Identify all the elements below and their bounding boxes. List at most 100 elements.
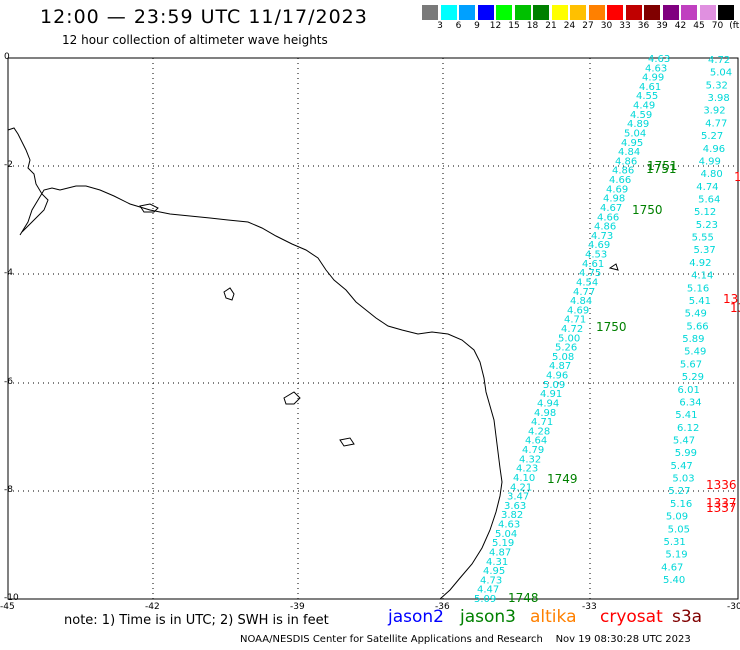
wave-height-label: 4.86 (594, 222, 616, 233)
wave-height-label: 3.47 (507, 492, 529, 503)
wave-height-label: 4.63 (645, 63, 667, 74)
wave-height-label: 4.31 (486, 557, 508, 568)
colorbar-swatch (422, 5, 438, 20)
x-tick-label: -30 (727, 602, 740, 612)
wave-height-label: 5.09 (543, 380, 565, 391)
wave-height-label: 5.66 (686, 321, 708, 332)
y-tick-label: 0 (4, 52, 10, 62)
wave-height-label: 5.49 (685, 309, 707, 320)
wave-height-label: 4.77 (573, 287, 595, 298)
y-tick-label: -2 (4, 160, 13, 170)
wave-height-label: 4.98 (534, 408, 556, 419)
wave-height-label: 4.69 (588, 240, 610, 251)
colorbar-label: 70 (711, 21, 724, 31)
map-subtitle: 12 hour collection of altimeter wave hei… (62, 33, 328, 47)
wave-height-label: 4.87 (549, 361, 571, 372)
wave-height-label: 4.84 (570, 296, 592, 307)
pass-number-label: 13 (730, 301, 740, 315)
wave-height-label: 5.47 (671, 461, 693, 472)
colorbar-label: 3 (437, 21, 443, 31)
wave-height-label: 4.99 (642, 73, 664, 84)
x-tick-label: -39 (290, 602, 305, 612)
wave-height-label: 5.05 (668, 524, 690, 535)
colorbar-label: 12 (489, 21, 502, 31)
pass-number-label: 1750 (596, 320, 627, 334)
wave-height-label: 3.98 (707, 93, 729, 104)
map-title: 12:00 — 23:59 UTC 11/17/2023 (40, 6, 368, 28)
wave-height-label: 6.12 (677, 423, 699, 434)
x-tick-label: -45 (0, 602, 15, 612)
wave-height-label: 4.84 (618, 147, 640, 158)
colorbar-swatch (681, 5, 697, 20)
wave-height-label: 5.00 (558, 333, 580, 344)
wave-height-label: 4.87 (489, 547, 511, 558)
colorbar-label: 30 (600, 21, 613, 31)
wave-height-label: 5.09 (474, 594, 496, 605)
colorbar-swatch (625, 5, 642, 20)
colorbar-swatch (699, 5, 716, 20)
wave-height-label: 4.28 (528, 426, 550, 437)
wave-height-label: 5.12 (694, 207, 716, 218)
wave-height-label: 4.79 (522, 445, 544, 456)
colorbar-label: 36 (637, 21, 650, 31)
wave-height-label: 5.32 (706, 80, 728, 91)
y-tick-label: -6 (4, 377, 13, 387)
wave-height-label: 5.41 (689, 296, 711, 307)
timestamp-text: Nov 19 08:30:28 UTC 2023 (555, 634, 691, 645)
coast-northwest (7, 127, 49, 233)
x-tick-label: -33 (582, 602, 597, 612)
wave-height-label: 4.67 (600, 203, 622, 214)
wave-height-label: 4.10 (513, 473, 535, 484)
colorbar-label: 18 (526, 21, 539, 31)
wave-height-label: 4.61 (639, 82, 661, 93)
wave-height-label: 5.55 (692, 233, 714, 244)
pass-number-label: 1336 (706, 478, 737, 492)
wave-height-label: 4.99 (699, 156, 721, 167)
y-tick-label: -8 (4, 485, 13, 495)
wave-height-label: 4.54 (576, 277, 598, 288)
wave-height-label: 4.66 (609, 175, 631, 186)
wave-height-label: 4.96 (703, 144, 725, 155)
wave-height-label: 6.34 (679, 397, 701, 408)
grid-lines (8, 58, 738, 599)
colorbar-label: 15 (508, 21, 520, 31)
wave-height-label: 4.49 (633, 101, 655, 112)
wave-height-label: 5.03 (672, 474, 694, 485)
wave-height-label: 4.23 (516, 464, 538, 475)
colorbar-swatch (496, 5, 512, 20)
wave-height-label: 4.63 (648, 54, 670, 65)
wave-height-label: 5.29 (682, 372, 704, 383)
wave-height-label: 5.31 (664, 537, 686, 548)
wave-height-label: 4.77 (705, 118, 727, 129)
wave-height-label: 5.99 (675, 448, 697, 459)
colorbar-label: 27 (582, 21, 594, 31)
wave-height-label: 5.37 (693, 245, 715, 256)
colorbar-swatch (514, 5, 531, 20)
wave-height-label: 4.96 (546, 371, 568, 382)
wave-height-label: 4.63 (498, 520, 520, 531)
pass-number-label: 1751 (646, 162, 677, 176)
credit-text: NOAA/NESDIS Center for Satellite Applica… (240, 634, 543, 645)
wave-height-label: 4.91 (540, 389, 562, 400)
wave-height-label: 4.64 (525, 436, 547, 447)
pass-number-label: 1748 (508, 591, 539, 605)
wave-height-label: 5.67 (680, 359, 702, 370)
colorbar-swatch (718, 5, 734, 20)
island-4 (339, 437, 355, 447)
colorbar-swatch (662, 5, 679, 20)
coastline (19, 185, 503, 600)
wave-height-label: 5.16 (670, 499, 692, 510)
wave-height-label: 4.75 (579, 268, 601, 279)
satellite-s3a: s3a (672, 607, 703, 627)
wave-height-label: 4.98 (603, 194, 625, 205)
colorbar-label: 9 (474, 21, 480, 31)
island-5 (608, 263, 619, 271)
wave-height-label: 4.86 (615, 156, 637, 167)
pass-number-label: 1337 (706, 501, 737, 515)
island-3 (283, 391, 301, 405)
wave-height-label: 4.14 (691, 271, 713, 282)
wave-height-label: 3.63 (504, 501, 526, 512)
wave-height-label: 5.04 (495, 529, 517, 540)
map-frame (7, 57, 739, 600)
